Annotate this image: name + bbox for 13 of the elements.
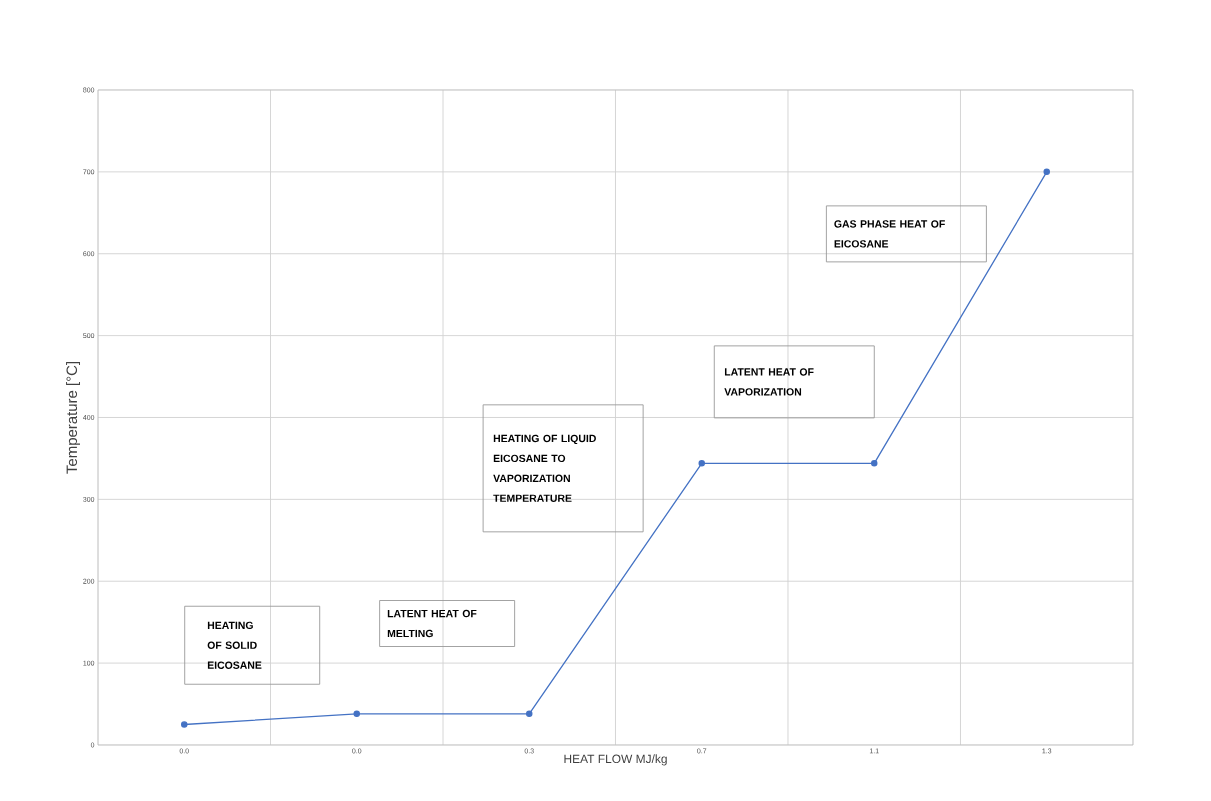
annotation: LATENT HEAT OF MELTING [387,609,477,638]
point [870,460,878,467]
point [698,460,705,467]
text: HEATING OF LIQUID EICOSANE TO VAPORIZATION TEMPERATURE [493,434,596,502]
point [353,710,360,718]
x-axis-title: HEAT FLOW MJ/kg [564,754,667,766]
point [181,721,188,728]
annotation: HEATING OF SOLID EICOSANE [207,621,262,669]
annotation: GAS PHASE HEAT OF EICOSANE [834,220,945,248]
point [1043,168,1050,176]
y-axis-title: Temperature [°C] [66,362,81,474]
annotation: LATENT HEAT OF VAPORIZATION [724,368,814,396]
point [526,710,533,718]
